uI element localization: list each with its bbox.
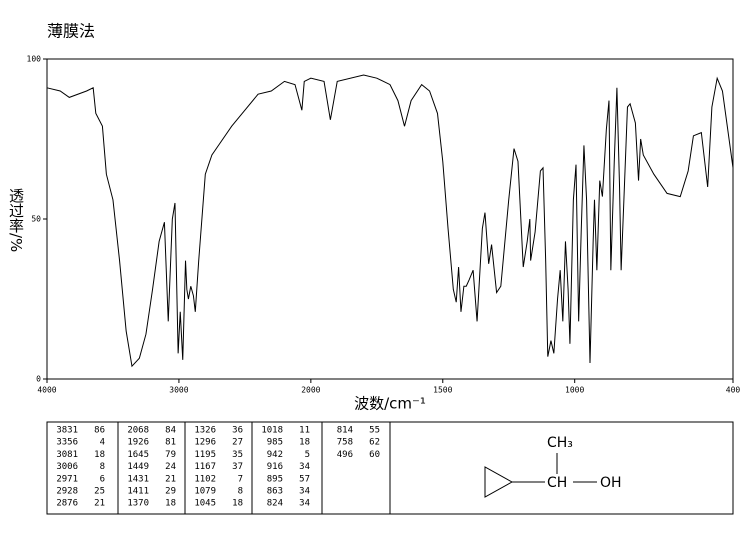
- peak-wavenumber: 1645: [127, 450, 149, 460]
- peak-wavenumber: 1102: [194, 474, 216, 484]
- peak-transmittance: 21: [94, 499, 105, 509]
- peak-transmittance: 7: [238, 474, 243, 484]
- peak-wavenumber: 1370: [127, 499, 149, 509]
- peak-wavenumber: 1195: [194, 450, 216, 460]
- peak-transmittance: 60: [369, 450, 380, 460]
- x-tick-label: 1000: [565, 386, 584, 395]
- x-tick-label: 3000: [169, 386, 188, 395]
- peak-transmittance: 29: [165, 487, 176, 497]
- chart-title: 薄膜法: [47, 22, 95, 41]
- peak-transmittance: 55: [369, 426, 380, 436]
- peak-transmittance: 18: [299, 438, 310, 448]
- peak-transmittance: 86: [94, 426, 105, 436]
- plot-frame: [46, 58, 734, 380]
- peak-transmittance: 18: [232, 499, 243, 509]
- y-tick-label: 50: [31, 215, 41, 224]
- cyclopropane-ring: [484, 466, 514, 498]
- peak-transmittance: 8: [238, 487, 243, 497]
- y-tick-label: 0: [36, 375, 41, 384]
- x-axis-label: 波数/cm⁻¹: [354, 395, 426, 413]
- peak-transmittance: 57: [299, 474, 310, 484]
- peak-wavenumber: 1296: [194, 438, 216, 448]
- peak-wavenumber: 1926: [127, 438, 149, 448]
- peak-transmittance: 21: [165, 474, 176, 484]
- x-tick-label: 4000: [37, 386, 56, 395]
- spectrum-line: [46, 74, 734, 368]
- peak-wavenumber: 1167: [194, 462, 216, 472]
- peak-wavenumber: 2068: [127, 426, 149, 436]
- peak-transmittance: 18: [94, 450, 105, 460]
- peak-wavenumber: 1449: [127, 462, 149, 472]
- peak-transmittance: 84: [165, 426, 176, 436]
- peak-wavenumber: 1431: [127, 474, 149, 484]
- peak-transmittance: 34: [299, 499, 310, 509]
- peak-wavenumber: 2971: [56, 474, 78, 484]
- peak-transmittance: 81: [165, 438, 176, 448]
- peak-transmittance: 34: [299, 462, 310, 472]
- peak-transmittance: 37: [232, 462, 243, 472]
- peak-transmittance: 24: [165, 462, 176, 472]
- peak-transmittance: 5: [305, 450, 310, 460]
- peak-wavenumber: 1018: [261, 426, 283, 436]
- peak-wavenumber: 985: [267, 438, 283, 448]
- peak-transmittance: 34: [299, 487, 310, 497]
- peak-wavenumber: 3006: [56, 462, 78, 472]
- structure-label: CH₃: [547, 435, 573, 451]
- x-tick-label: 2000: [301, 386, 320, 395]
- peak-transmittance: 62: [369, 438, 380, 448]
- peak-transmittance: 4: [100, 438, 105, 448]
- structure-label: OH: [600, 475, 622, 491]
- peak-transmittance: 8: [100, 462, 105, 472]
- peak-wavenumber: 3356: [56, 438, 78, 448]
- structure-label: CH: [547, 475, 567, 491]
- peak-transmittance: 6: [100, 474, 105, 484]
- peak-transmittance: 18: [165, 499, 176, 509]
- peak-wavenumber: 3081: [56, 450, 78, 460]
- x-tick-label: 1500: [433, 386, 452, 395]
- peak-transmittance: 36: [232, 426, 243, 436]
- peak-transmittance: 25: [94, 487, 105, 497]
- peak-wavenumber: 2876: [56, 499, 78, 509]
- peak-wavenumber: 1079: [194, 487, 216, 497]
- peak-transmittance: 11: [299, 426, 310, 436]
- peak-transmittance: 35: [232, 450, 243, 460]
- peak-wavenumber: 895: [267, 474, 283, 484]
- peak-wavenumber: 3831: [56, 426, 78, 436]
- peak-wavenumber: 1045: [194, 499, 216, 509]
- peak-wavenumber: 1411: [127, 487, 149, 497]
- peak-wavenumber: 942: [267, 450, 283, 460]
- peak-wavenumber: 1326: [194, 426, 216, 436]
- table-dividers: [117, 422, 391, 514]
- peak-wavenumber: 2928: [56, 487, 78, 497]
- y-tick-label: 100: [27, 55, 42, 64]
- peak-transmittance: 27: [232, 438, 243, 448]
- peak-wavenumber: 916: [267, 462, 283, 472]
- structure: [484, 453, 597, 498]
- peak-transmittance: 79: [165, 450, 176, 460]
- peak-wavenumber: 814: [337, 426, 353, 436]
- peak-wavenumber: 863: [267, 487, 283, 497]
- x-tick-label: 400: [726, 386, 741, 395]
- y-axis-label: 透过率/%: [7, 188, 25, 252]
- peak-wavenumber: 758: [337, 438, 353, 448]
- peak-wavenumber: 824: [267, 499, 283, 509]
- peak-wavenumber: 496: [337, 450, 353, 460]
